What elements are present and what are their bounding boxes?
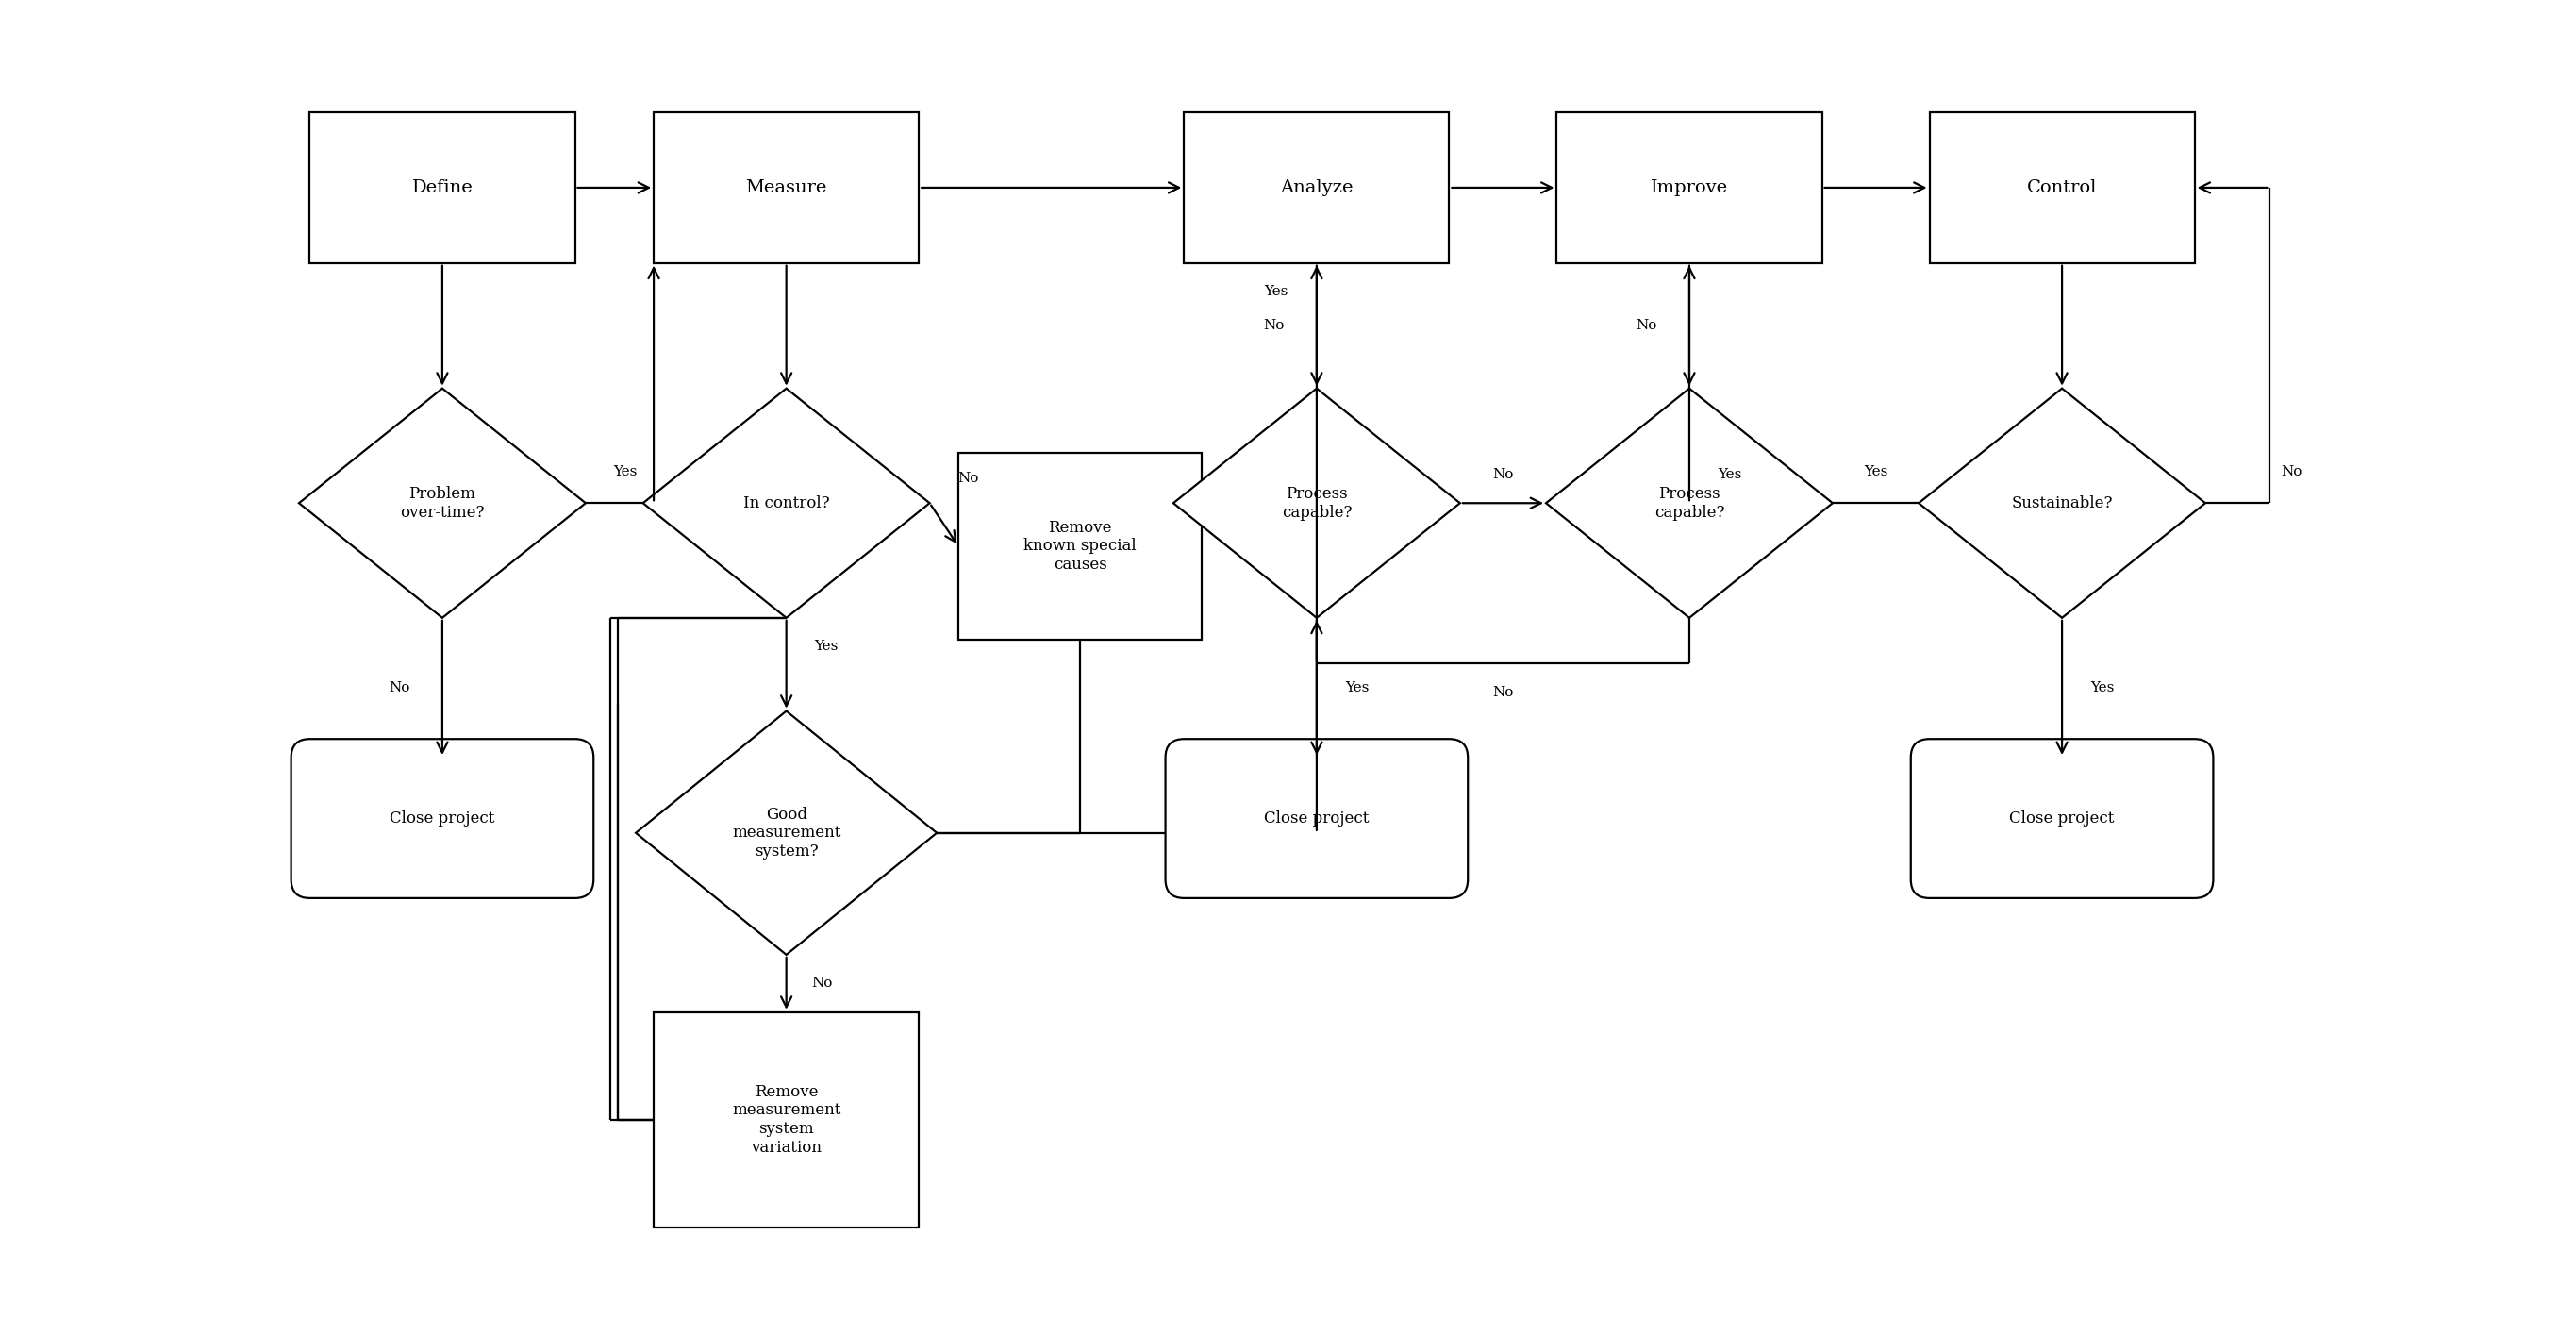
Bar	[309, 112, 574, 263]
FancyBboxPatch shape	[1911, 739, 2213, 898]
Text: Yes: Yes	[2089, 681, 2115, 695]
Bar	[1185, 112, 1450, 263]
Text: Good
measurement
system?: Good measurement system?	[732, 807, 840, 859]
Text: Improve: Improve	[1651, 179, 1728, 196]
Text: Yes: Yes	[1265, 285, 1288, 298]
Text: Remove
measurement
system
variation: Remove measurement system variation	[732, 1083, 840, 1156]
Text: No: No	[1492, 468, 1515, 481]
Text: Control: Control	[2027, 179, 2097, 196]
Text: Define: Define	[412, 179, 474, 196]
Text: Sustainable?: Sustainable?	[2012, 496, 2112, 512]
Polygon shape	[1172, 389, 1461, 617]
Text: Close project: Close project	[2009, 811, 2115, 827]
Text: In control?: In control?	[742, 496, 829, 512]
Text: Yes: Yes	[814, 640, 837, 653]
Bar	[654, 112, 920, 263]
Text: Process
capable?: Process capable?	[1654, 486, 1723, 521]
Text: Yes: Yes	[1862, 465, 1888, 478]
FancyBboxPatch shape	[291, 739, 592, 898]
Text: Yes: Yes	[1345, 681, 1368, 695]
Text: No: No	[1262, 319, 1285, 333]
Text: Measure: Measure	[744, 179, 827, 196]
Bar	[654, 1013, 920, 1228]
Text: No: No	[2280, 465, 2303, 478]
Polygon shape	[644, 389, 930, 617]
Text: Problem
over-time?: Problem over-time?	[399, 486, 484, 521]
Text: No: No	[1636, 319, 1656, 333]
Text: No: No	[389, 681, 410, 695]
Polygon shape	[1546, 389, 1832, 617]
Text: Yes: Yes	[1718, 468, 1741, 481]
FancyBboxPatch shape	[1164, 739, 1468, 898]
Bar	[958, 453, 1203, 640]
Text: Remove
known special
causes: Remove known special causes	[1023, 520, 1136, 573]
Text: No: No	[958, 472, 979, 485]
Text: No: No	[811, 977, 832, 990]
Text: Close project: Close project	[1265, 811, 1370, 827]
Text: Close project: Close project	[389, 811, 495, 827]
Text: Process
capable?: Process capable?	[1280, 486, 1352, 521]
Text: Analyze: Analyze	[1280, 179, 1352, 196]
Text: No: No	[1492, 685, 1515, 699]
Polygon shape	[299, 389, 585, 617]
Text: Yes: Yes	[613, 465, 636, 478]
Bar	[1556, 112, 1821, 263]
Bar	[1929, 112, 2195, 263]
Polygon shape	[1919, 389, 2205, 617]
Polygon shape	[636, 711, 938, 955]
